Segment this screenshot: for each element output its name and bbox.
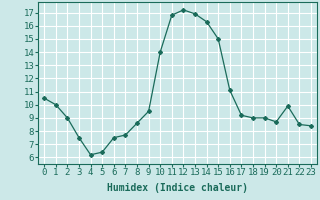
X-axis label: Humidex (Indice chaleur): Humidex (Indice chaleur) xyxy=(107,183,248,193)
